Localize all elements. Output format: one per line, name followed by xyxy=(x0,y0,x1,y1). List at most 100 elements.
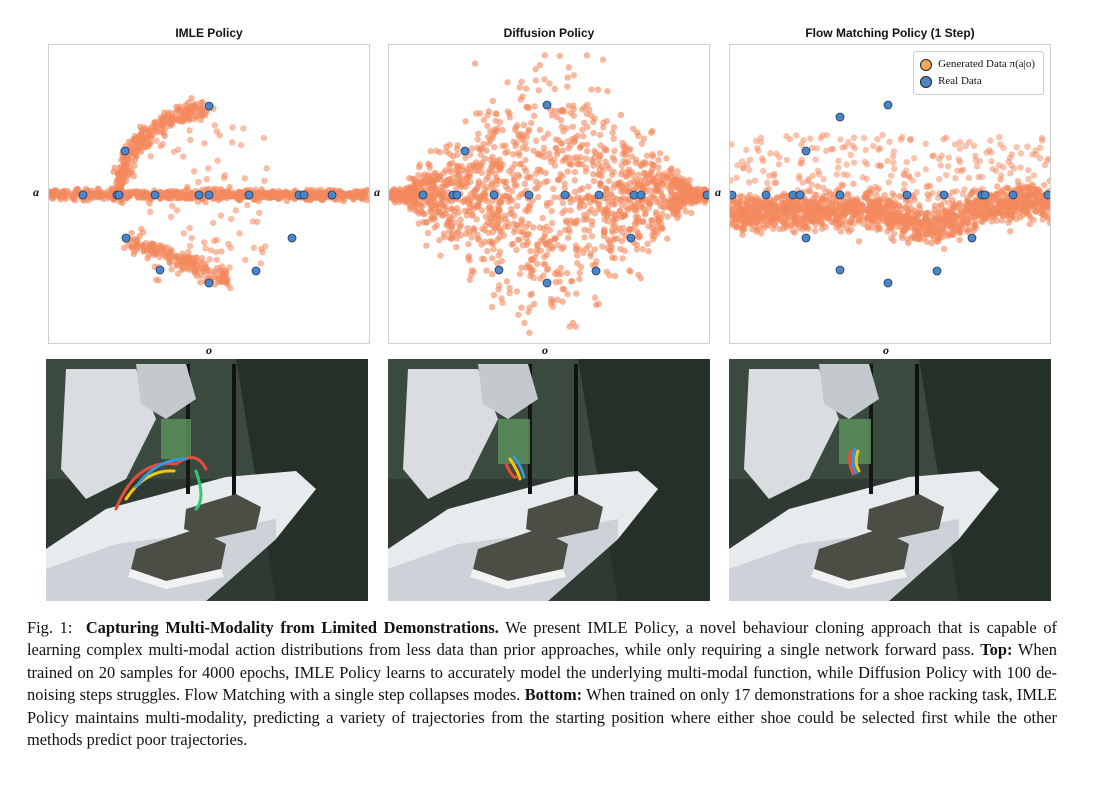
real-point xyxy=(932,266,942,276)
generated-point xyxy=(621,149,628,156)
generated-point xyxy=(495,252,502,259)
generated-point xyxy=(174,270,182,277)
generated-point xyxy=(866,203,874,210)
generated-point xyxy=(659,210,666,218)
generated-point xyxy=(875,224,883,232)
generated-point xyxy=(1046,201,1050,208)
generated-point xyxy=(730,212,737,219)
generated-point xyxy=(169,202,176,210)
generated-point xyxy=(645,171,652,178)
generated-point xyxy=(584,123,591,131)
generated-point xyxy=(746,156,754,163)
generated-point xyxy=(548,112,556,119)
generated-point xyxy=(544,130,552,138)
generated-point xyxy=(673,208,680,215)
generated-point xyxy=(1026,185,1033,192)
generated-point xyxy=(549,245,556,252)
generated-point xyxy=(436,208,443,215)
real-point xyxy=(251,266,261,276)
generated-point xyxy=(582,155,590,162)
generated-point xyxy=(553,145,560,152)
generated-point xyxy=(914,171,921,178)
generated-point xyxy=(908,205,915,212)
generated-point xyxy=(610,194,617,201)
generated-point xyxy=(390,194,398,201)
generated-point xyxy=(912,212,919,219)
generated-point xyxy=(179,250,186,257)
generated-point xyxy=(599,243,606,250)
generated-point xyxy=(1000,164,1007,171)
generated-point xyxy=(467,271,475,279)
generated-point xyxy=(1013,143,1020,151)
generated-point xyxy=(588,221,596,229)
generated-point xyxy=(483,147,490,154)
caption-top-text: When trained on 20 samples for 4000 epoc… xyxy=(27,640,1057,705)
generated-point xyxy=(739,193,746,200)
generated-point xyxy=(897,193,904,200)
generated-point xyxy=(979,185,986,192)
generated-point xyxy=(513,202,521,210)
generated-point xyxy=(176,256,183,264)
generated-point xyxy=(161,132,168,140)
generated-point xyxy=(445,197,452,205)
panel-title-flow-matching: Flow Matching Policy (1 Step) xyxy=(805,26,975,40)
generated-point xyxy=(492,117,499,124)
generated-point xyxy=(264,189,271,197)
generated-point xyxy=(926,192,933,199)
generated-point xyxy=(785,211,792,218)
generated-point xyxy=(594,86,602,93)
generated-point xyxy=(810,217,818,224)
generated-point xyxy=(569,136,576,143)
generated-point xyxy=(632,204,639,211)
real-point xyxy=(636,190,646,200)
generated-point xyxy=(940,245,948,253)
generated-point xyxy=(1032,151,1040,158)
generated-point xyxy=(935,208,943,215)
real-point xyxy=(78,190,88,200)
generated-point xyxy=(180,153,187,160)
generated-point xyxy=(742,206,749,214)
generated-point xyxy=(641,211,649,218)
generated-point xyxy=(929,217,936,225)
generated-point xyxy=(754,226,761,233)
generated-point xyxy=(655,156,662,164)
generated-point xyxy=(218,248,225,255)
generated-point xyxy=(603,117,610,125)
generated-point xyxy=(415,220,422,227)
generated-point xyxy=(527,119,535,127)
generated-point xyxy=(159,140,166,148)
generated-point xyxy=(188,95,195,102)
generated-point xyxy=(764,179,771,187)
generated-point xyxy=(416,161,423,168)
generated-point xyxy=(609,129,616,136)
generated-point xyxy=(482,176,490,183)
generated-point xyxy=(849,142,856,149)
generated-point xyxy=(607,241,614,248)
generated-point xyxy=(536,61,543,69)
generated-point xyxy=(978,173,986,181)
generated-point xyxy=(838,209,846,217)
generated-point xyxy=(904,239,912,247)
generated-point xyxy=(956,200,963,207)
generated-point xyxy=(540,149,547,156)
generated-point xyxy=(637,161,644,169)
generated-point xyxy=(798,217,805,225)
generated-point xyxy=(546,238,553,246)
generated-point xyxy=(411,179,419,187)
generated-point xyxy=(1037,204,1044,211)
generated-point xyxy=(544,265,552,272)
generated-point xyxy=(563,269,571,277)
generated-point xyxy=(576,269,583,277)
generated-point xyxy=(518,304,525,311)
generated-point xyxy=(537,237,545,245)
generated-point xyxy=(570,72,577,79)
real-point xyxy=(594,190,604,200)
generated-point xyxy=(488,205,495,212)
generated-point xyxy=(751,177,759,184)
generated-point xyxy=(419,173,427,180)
generated-point xyxy=(128,229,135,237)
generated-point xyxy=(773,194,781,201)
legend-item-generated: Generated Data π(a|o) xyxy=(920,56,1035,73)
generated-point xyxy=(993,209,1000,217)
real-point xyxy=(121,233,131,243)
